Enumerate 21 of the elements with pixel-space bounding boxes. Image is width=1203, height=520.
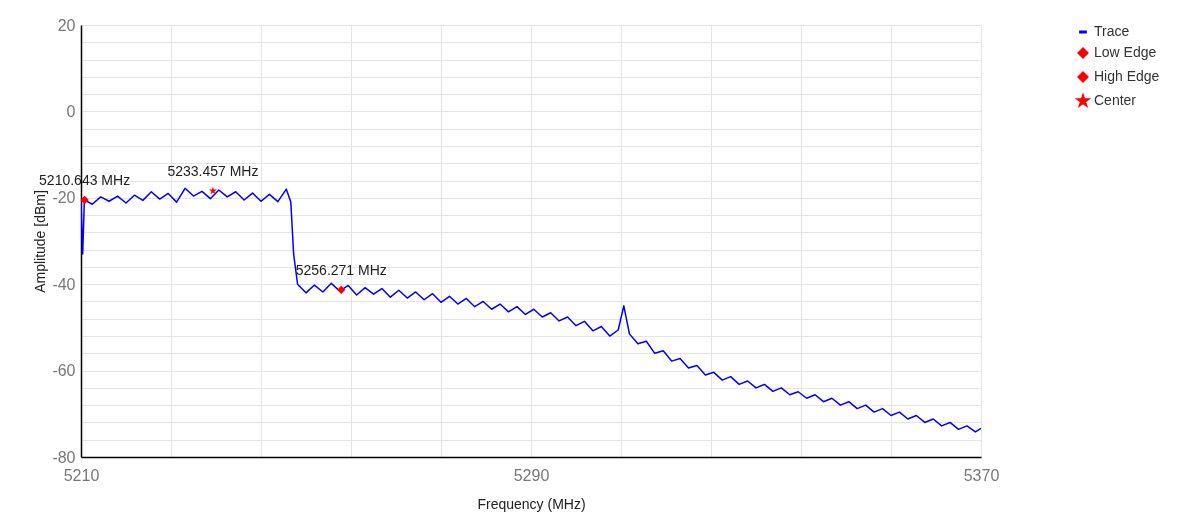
annotation: 5233.457 MHz bbox=[167, 162, 259, 179]
y-tick-label: 0 bbox=[66, 102, 76, 120]
y-tick-label: -60 bbox=[52, 362, 76, 380]
legend-label: Center bbox=[1094, 92, 1137, 108]
legend-label: Low Edge bbox=[1094, 44, 1157, 60]
y-axis-title: Amplitude [dBm] bbox=[32, 190, 49, 293]
line-series bbox=[81, 187, 981, 433]
y-tick-label: -20 bbox=[52, 189, 76, 207]
point bbox=[80, 195, 89, 205]
legend-label: High Edge bbox=[1094, 68, 1160, 84]
x-axis-title: Frequency (MHz) bbox=[477, 495, 586, 512]
y-tick-label: 20 bbox=[57, 16, 76, 34]
x-tick-label: 5370 bbox=[963, 466, 1000, 484]
point bbox=[208, 186, 217, 195]
y-tick-label: -80 bbox=[52, 448, 76, 466]
annotation: 5256.271 MHz bbox=[295, 261, 387, 278]
x-tick-label: 5290 bbox=[513, 466, 550, 484]
legend-label: Trace bbox=[1094, 23, 1130, 39]
x-tick-label: 5210 bbox=[63, 466, 100, 484]
point bbox=[337, 285, 346, 294]
y-tick-label: -40 bbox=[52, 275, 76, 293]
